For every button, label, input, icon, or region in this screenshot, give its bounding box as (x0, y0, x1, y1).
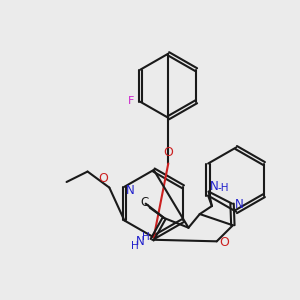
Text: N: N (210, 180, 219, 193)
Text: F: F (128, 96, 134, 106)
Text: O: O (219, 236, 229, 249)
Text: N: N (136, 235, 145, 248)
Text: C: C (140, 196, 148, 209)
Text: H: H (131, 241, 139, 251)
Text: O: O (98, 172, 108, 185)
Text: N: N (126, 184, 135, 197)
Text: -H: -H (218, 183, 229, 193)
Text: O: O (163, 146, 173, 159)
Text: N: N (235, 198, 244, 211)
Text: H: H (142, 232, 150, 242)
